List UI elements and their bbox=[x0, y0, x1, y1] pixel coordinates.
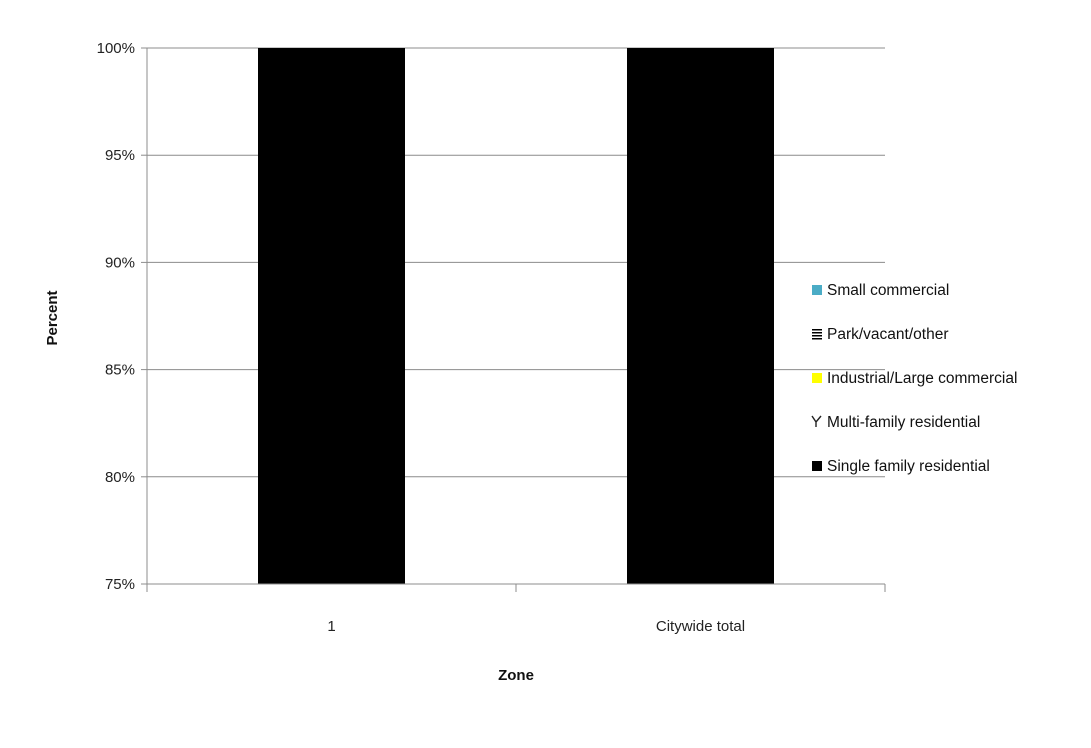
y-tick-label: 85% bbox=[105, 362, 135, 379]
y-tick-label: 90% bbox=[105, 254, 135, 271]
y-tick-label: 95% bbox=[105, 147, 135, 164]
y-tick-label: 80% bbox=[105, 469, 135, 486]
gridlines bbox=[147, 47, 885, 478]
bar-segment bbox=[258, 48, 405, 584]
axes bbox=[141, 47, 886, 592]
x-axis-title: Zone bbox=[498, 667, 534, 684]
legend-swatch bbox=[812, 461, 822, 471]
x-tick-labels: 1 Citywide total bbox=[327, 618, 745, 635]
legend-swatch bbox=[811, 415, 822, 427]
y-tick-labels: 75% 80% 85% 90% 95% 100% bbox=[97, 40, 135, 593]
x-tick-label: 1 bbox=[327, 618, 335, 635]
legend-label: Park/vacant/other bbox=[827, 326, 948, 343]
legend-swatch bbox=[812, 285, 822, 295]
x-tick-label: Citywide total bbox=[656, 618, 745, 635]
legend-label: Multi-family residential bbox=[827, 414, 980, 431]
y-axis-title: Percent bbox=[44, 290, 61, 345]
legend-label: Small commercial bbox=[827, 282, 949, 299]
y-tick-label: 100% bbox=[97, 40, 135, 57]
bar-segment bbox=[627, 48, 774, 584]
legend-swatch bbox=[812, 329, 822, 340]
legend-label: Industrial/Large commercial bbox=[827, 370, 1017, 387]
legend-swatch bbox=[812, 373, 822, 383]
legend-label: Single family residential bbox=[827, 458, 990, 475]
y-tick-label: 75% bbox=[105, 576, 135, 593]
bars bbox=[258, 48, 774, 584]
legend: Small commercial Park/vacant/other Industr… bbox=[811, 282, 1017, 475]
